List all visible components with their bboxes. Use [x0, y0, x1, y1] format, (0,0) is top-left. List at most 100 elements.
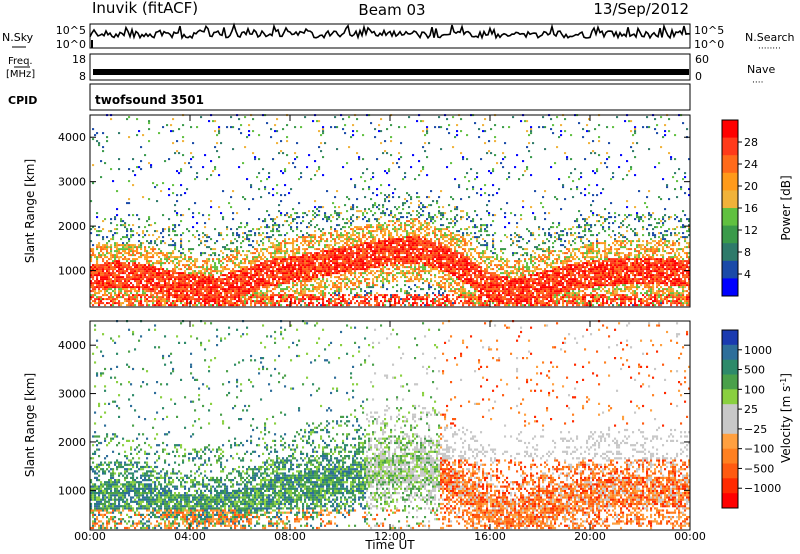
power-cell [154, 276, 157, 279]
power-cell [102, 146, 105, 149]
power-cell [394, 206, 397, 209]
power-cell [150, 282, 153, 285]
power-cell [182, 286, 185, 289]
power-cell [168, 256, 171, 259]
power-cell [248, 240, 251, 243]
power-cell [122, 246, 125, 249]
power-cell [308, 258, 311, 261]
power-cell [426, 296, 429, 299]
power-cell [390, 262, 393, 265]
power-cell [234, 276, 237, 279]
power-cell [284, 250, 287, 253]
power-cell [316, 296, 319, 299]
power-cell [418, 204, 421, 207]
power-cell [132, 274, 135, 277]
power-cell [396, 302, 399, 305]
power-cell [338, 296, 341, 299]
power-cell [434, 252, 437, 255]
power-cell [360, 264, 363, 267]
power-cell [322, 248, 325, 251]
power-cell [280, 288, 283, 291]
power-cell [394, 222, 397, 225]
power-cell [118, 132, 121, 135]
freq-label-1: Freq. [8, 56, 33, 67]
power-cell [380, 242, 383, 245]
power-cell [374, 204, 377, 207]
power-cell [200, 116, 203, 119]
power-cell [364, 280, 367, 283]
power-cell [124, 270, 127, 273]
power-cell [356, 278, 359, 281]
power-cell [196, 280, 199, 283]
power-cell [184, 162, 187, 165]
power-cell [420, 170, 423, 173]
power-cell [180, 292, 183, 295]
power-cell [154, 296, 157, 299]
power-cell [138, 290, 141, 293]
power-cell [232, 268, 235, 271]
power-cell [338, 298, 341, 301]
power-cell [184, 290, 187, 293]
power-cell [348, 302, 351, 305]
power-cell [112, 256, 115, 259]
power-cell [334, 240, 337, 243]
power-cell [214, 278, 217, 281]
power-cell [222, 300, 225, 303]
power-cell [108, 252, 111, 255]
power-cell [104, 282, 107, 285]
power-cell [392, 228, 395, 231]
power-cell [98, 226, 101, 229]
power-cell [364, 242, 367, 245]
power-cell [258, 172, 261, 175]
power-cell [296, 216, 299, 219]
power-cell [418, 236, 421, 239]
power-cell [326, 190, 329, 193]
power-cell [274, 250, 277, 253]
power-cell [102, 274, 105, 277]
noise-left-label: N.Sky [2, 31, 34, 44]
power-cell [144, 300, 147, 303]
power-cell [436, 268, 439, 271]
power-cell [98, 142, 101, 145]
power-cell [420, 296, 423, 299]
power-cell [408, 292, 411, 295]
power-cell [272, 272, 275, 275]
power-cell [374, 202, 377, 205]
power-cell [96, 286, 99, 289]
power-cell [224, 296, 227, 299]
power-cell [260, 240, 263, 243]
power-cell [348, 236, 351, 239]
power-cell [416, 294, 419, 297]
power-cell [272, 220, 275, 223]
power-cell [218, 300, 221, 303]
power-cell [226, 260, 229, 263]
power-cell [140, 254, 143, 257]
power-cell [182, 248, 185, 251]
power-cell [422, 256, 425, 259]
power-cell [290, 242, 293, 245]
power-cell [414, 230, 417, 233]
power-cell [110, 238, 113, 241]
power-cell [240, 260, 243, 263]
power-cell [146, 260, 149, 263]
power-cell [436, 246, 439, 249]
power-cell [96, 292, 99, 295]
power-cell [376, 276, 379, 279]
power-cell [214, 298, 217, 301]
power-cell [390, 300, 393, 303]
power-cell [290, 258, 293, 261]
power-cell [316, 286, 319, 289]
power-cell [170, 274, 173, 277]
power-cell [228, 304, 231, 307]
power-cell [324, 232, 327, 235]
power-cell [96, 132, 99, 135]
power-cell [134, 294, 137, 297]
power-cell [242, 258, 245, 261]
power-cell [100, 248, 103, 251]
power-cell [418, 252, 421, 255]
power-cell [428, 284, 431, 287]
power-cell [316, 248, 319, 251]
power-cell [102, 238, 105, 241]
power-cell [362, 266, 365, 269]
power-cell [96, 260, 99, 263]
